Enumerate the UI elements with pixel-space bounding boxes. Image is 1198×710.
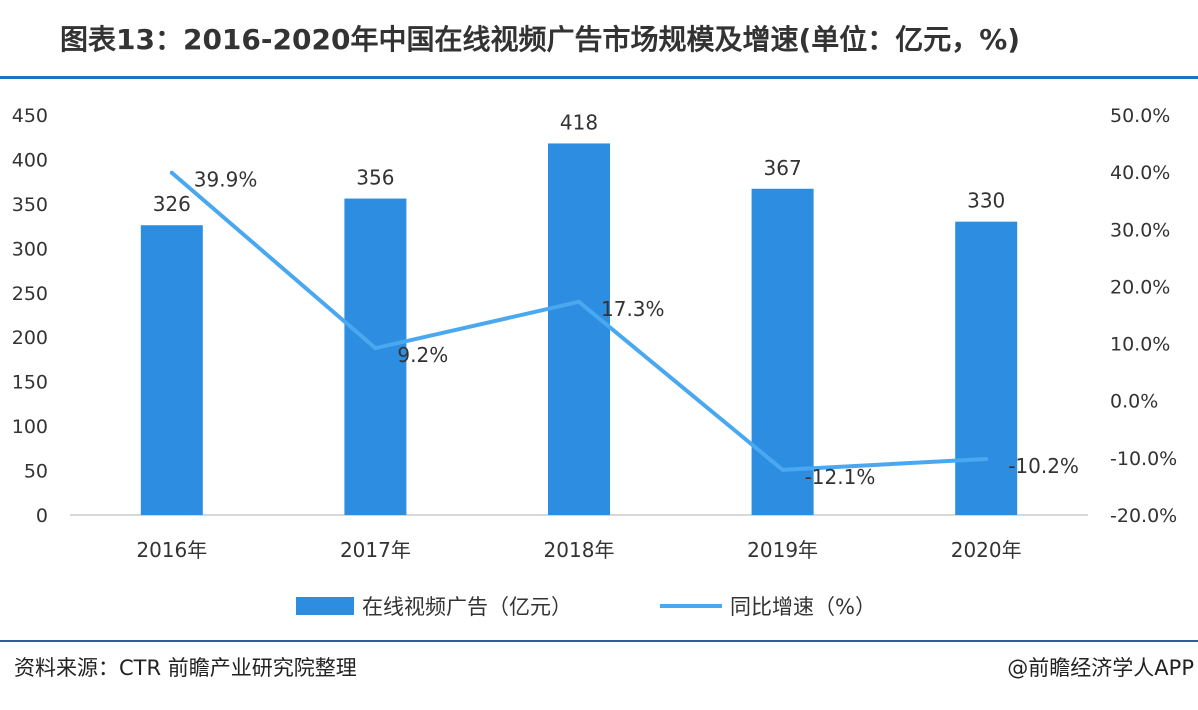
y-right-tick-label: 10.0% (1110, 334, 1170, 356)
y-left-tick-label: 400 (12, 149, 48, 171)
y-right-tick-label: -20.0% (1110, 505, 1177, 527)
bar (955, 221, 1018, 515)
bar-data-label: 356 (356, 166, 394, 190)
growth-point (169, 170, 174, 175)
growth-data-label: -10.2% (1008, 454, 1079, 478)
growth-data-label: -12.1% (805, 465, 876, 489)
bar-data-label: 367 (764, 156, 802, 180)
x-tick-label: 2019年 (747, 538, 818, 562)
growth-point (373, 346, 378, 351)
y-left-tick-label: 450 (12, 105, 48, 127)
bar (344, 198, 407, 516)
credit-note: @前瞻经济学人APP (1007, 656, 1194, 680)
y-right-tick-label: 20.0% (1110, 276, 1170, 298)
y-left-tick-label: 150 (12, 372, 48, 394)
bar-data-label: 326 (153, 192, 191, 216)
growth-data-label: 9.2% (397, 343, 448, 367)
y-right-tick-label: -10.0% (1110, 448, 1177, 470)
title-divider (0, 76, 1198, 79)
growth-data-label: 17.3% (601, 297, 665, 321)
growth-data-label: 39.9% (194, 168, 258, 192)
x-tick-label: 2020年 (951, 538, 1022, 562)
chart-title: 图表13：2016-2020年中国在线视频广告市场规模及增速(单位：亿元，%) (60, 23, 1021, 56)
x-tick-label: 2018年 (544, 538, 615, 562)
y-right-tick-label: 40.0% (1110, 162, 1170, 184)
legend-bar-label: 在线视频广告（亿元） (362, 595, 572, 619)
y-right-tick-label: 0.0% (1110, 391, 1158, 413)
bar-data-label: 418 (560, 110, 598, 134)
growth-point (577, 299, 581, 304)
y-left-tick-label: 250 (12, 283, 48, 305)
growth-point (984, 457, 989, 461)
bar (751, 188, 814, 515)
bar (548, 143, 610, 515)
y-left-tick-label: 50 (24, 461, 48, 483)
source-note: 资料来源：CTR 前瞻产业研究院整理 (14, 656, 357, 680)
y-left-tick-label: 100 (12, 416, 48, 438)
x-tick-label: 2017年 (340, 538, 411, 562)
bar (140, 225, 203, 515)
footer-divider (0, 640, 1198, 642)
legend-bar-swatch (296, 597, 354, 615)
y-left-tick-label: 350 (12, 194, 48, 216)
bar-data-label: 330 (967, 189, 1005, 213)
y-left-tick-label: 0 (36, 505, 48, 527)
chart: 0 50 100 150 200 250 300 350 400 450 -20.0% -10.0% 0… (12, 105, 1177, 619)
y-left-tick-label: 200 (12, 327, 48, 349)
x-tick-label: 2016年 (136, 538, 207, 562)
growth-point (780, 467, 785, 472)
legend-line-label: 同比增速（%） (730, 595, 876, 619)
y-left-tick-label: 300 (12, 238, 48, 260)
y-right-tick-label: 30.0% (1110, 219, 1170, 241)
y-right-tick-label: 50.0% (1110, 105, 1170, 127)
